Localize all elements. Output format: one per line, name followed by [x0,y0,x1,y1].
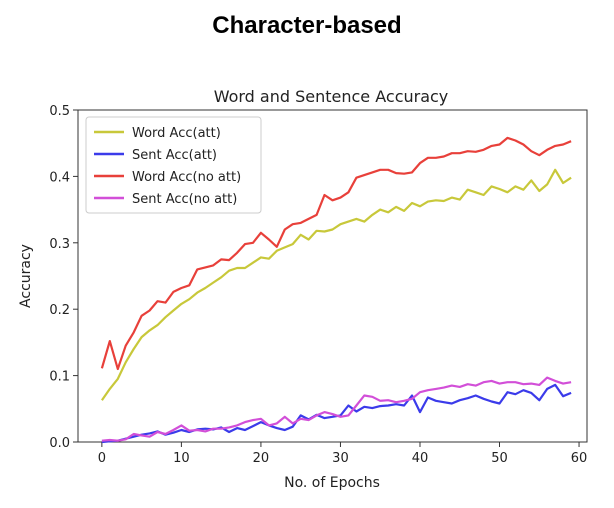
y-tick-label: 0.5 [49,104,70,119]
plot-frame [77,109,588,443]
x-tick-label: 50 [491,451,508,466]
legend-box [85,116,262,214]
series-line-1 [100,168,572,401]
y-axis-label: Accuracy [18,244,34,308]
x-tick-label: 20 [253,451,270,466]
x-tick-label: 30 [332,451,349,466]
chart-title: Word and Sentence Accuracy [214,87,449,106]
x-tick-label: 60 [571,451,588,466]
x-tick-label: 40 [412,451,429,466]
x-axis-label: No. of Epochs [284,475,380,491]
plot-area: 0 10 20 30 40 50 60 0.0 0.1 0.2 0.3 0.4 0.5 Word Acc(… [49,104,588,466]
series-line-3 [100,136,572,371]
y-tick-label: 0.3 [49,237,70,252]
legend-label: Sent Acc(att) [132,148,217,163]
series-line-4 [101,376,572,442]
x-tick-label: 10 [173,451,190,466]
y-tick-label: 0.4 [49,170,70,185]
y-tick-label: 0.2 [49,303,70,318]
y-tick-label: 0.1 [49,370,70,385]
legend-label: Word Acc(no att) [132,170,241,185]
figure-heading: Character-based [212,12,402,39]
legend-label: Word Acc(att) [132,126,221,141]
x-tick-label: 0 [98,451,106,466]
y-tick-label: 0.0 [49,436,70,451]
legend-label: Sent Acc(no att) [132,192,237,207]
series-line-2 [101,383,572,444]
